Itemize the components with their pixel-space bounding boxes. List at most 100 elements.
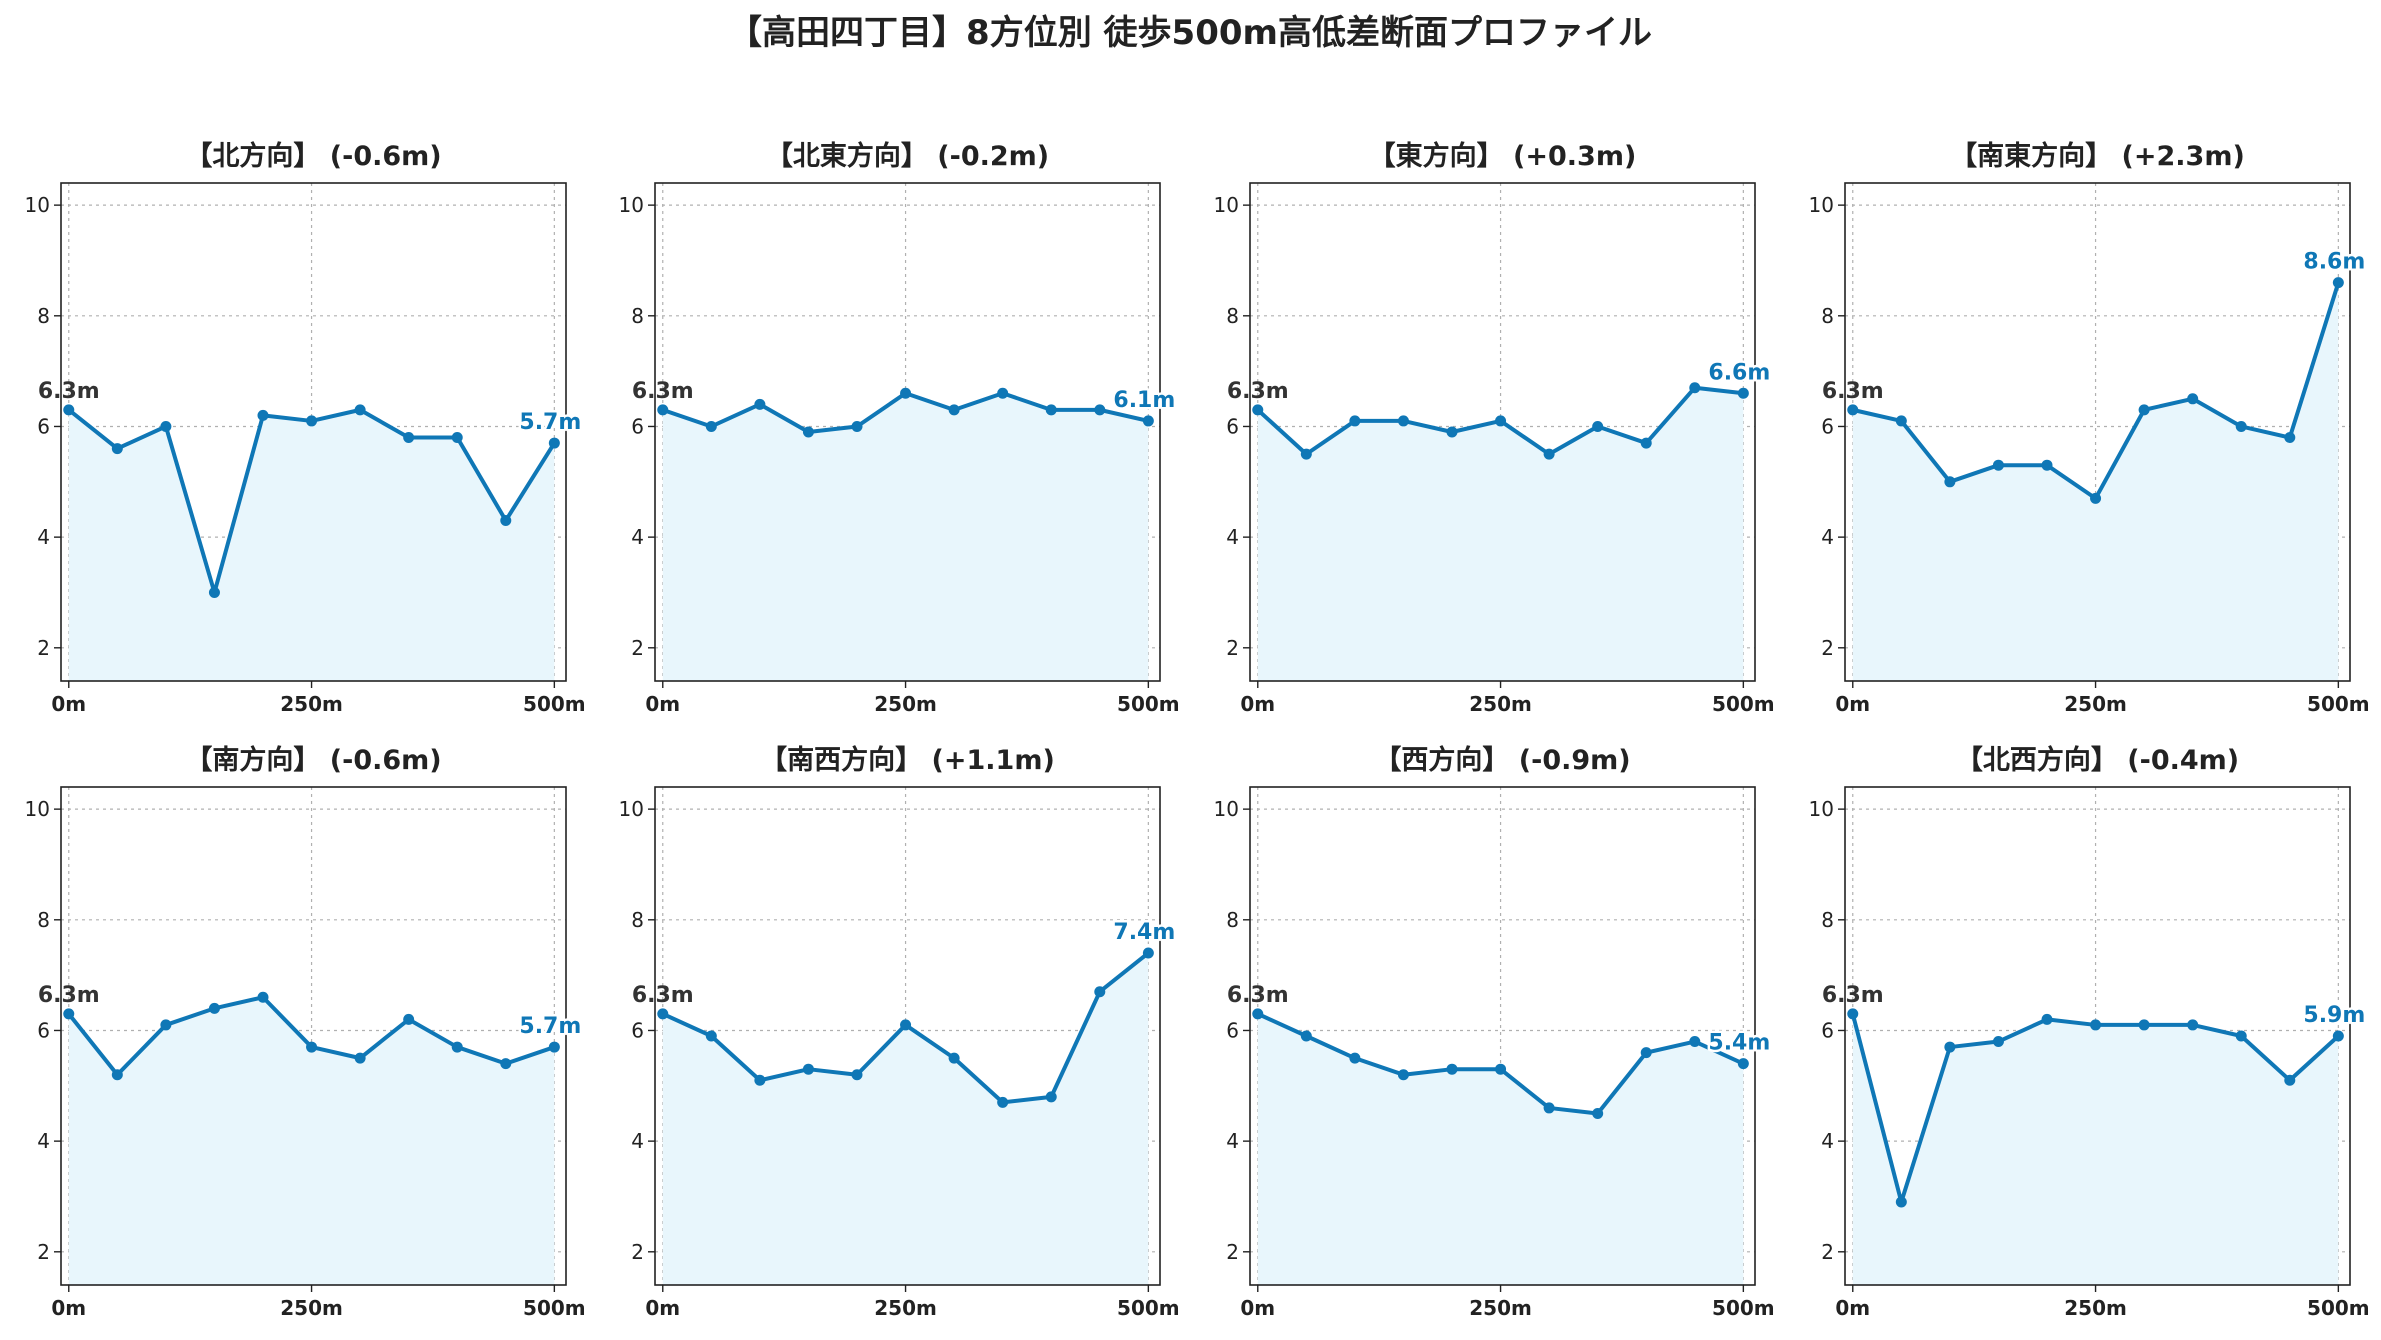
data-point [1094, 404, 1106, 416]
data-point [306, 415, 318, 427]
data-point [500, 515, 512, 527]
y-tick-label: 2 [37, 636, 50, 660]
y-tick-label: 4 [631, 1129, 644, 1153]
data-point [948, 1052, 960, 1064]
data-point [1045, 1091, 1057, 1103]
data-point [1300, 448, 1312, 460]
elevation-area [1852, 1013, 2339, 1285]
x-tick-label: 250m [874, 1296, 937, 1320]
y-tick-label: 2 [1821, 1240, 1834, 1264]
end-elevation-label: 6.1m [1113, 388, 1175, 413]
y-tick-label: 8 [1226, 908, 1239, 932]
data-point [548, 1041, 560, 1053]
y-tick-label: 4 [1226, 525, 1239, 549]
data-point [160, 1019, 172, 1031]
data-point [1252, 404, 1264, 416]
y-tick-label: 6 [1821, 1018, 1834, 1042]
start-elevation-label: 6.3m [38, 379, 100, 404]
plot-frame [654, 786, 1161, 1286]
data-point [1895, 415, 1907, 427]
figure-title: 【高田四丁目】8方位別 徒歩500m高低差断面プロファイル [728, 13, 1652, 53]
data-point [451, 432, 463, 444]
panel-title: 【南東方向】 (+2.3m) [1950, 140, 2245, 172]
y-tick-label: 2 [1226, 636, 1239, 660]
plot-frame [654, 182, 1161, 682]
x-tick-label: 0m [645, 692, 680, 716]
data-point [2090, 492, 2102, 504]
y-tick-label: 4 [37, 1129, 50, 1153]
data-point [1847, 1008, 1859, 1020]
plot-frame [60, 182, 567, 682]
y-tick-label: 4 [631, 525, 644, 549]
plot-frame [1249, 182, 1756, 682]
y-tick-label: 8 [631, 908, 644, 932]
data-point [1142, 415, 1154, 427]
data-point [657, 404, 669, 416]
x-tick-label: 500m [1117, 1296, 1180, 1320]
end-elevation-label: 5.4m [1708, 1031, 1770, 1056]
panel-title: 【東方向】 (+0.3m) [1369, 140, 1637, 172]
data-point [1397, 415, 1409, 427]
start-elevation-label: 6.3m [1227, 379, 1289, 404]
data-point [1689, 382, 1701, 394]
y-tick-label: 10 [619, 193, 644, 217]
start-elevation-label: 6.3m [1227, 983, 1289, 1008]
x-tick-label: 500m [523, 692, 586, 716]
x-tick-label: 500m [2307, 1296, 2370, 1320]
y-tick-label: 2 [1821, 636, 1834, 660]
x-tick-label: 0m [51, 1296, 86, 1320]
panels-grid: 【北方向】 (-0.6m) 2 4 6 8 10 0m 250m 500m 6.3m 5.7m 【北東… [25, 140, 2370, 1320]
data-point [2041, 1013, 2053, 1025]
data-point [160, 420, 172, 432]
data-point [451, 1041, 463, 1053]
x-tick-label: 250m [280, 1296, 343, 1320]
y-tick-label: 10 [25, 797, 50, 821]
end-elevation-label: 8.6m [2303, 250, 2365, 275]
y-tick-label: 6 [1821, 414, 1834, 438]
data-point [354, 1052, 366, 1064]
data-point [900, 1019, 912, 1031]
y-tick-label: 6 [37, 414, 50, 438]
end-elevation-label: 7.4m [1113, 920, 1175, 945]
x-tick-label: 250m [1469, 692, 1532, 716]
data-point [802, 1063, 814, 1075]
data-point [2187, 393, 2199, 405]
data-point [1094, 986, 1106, 998]
y-tick-label: 10 [1809, 797, 1834, 821]
panel-title: 【西方向】 (-0.9m) [1374, 744, 1630, 776]
x-tick-label: 500m [1712, 692, 1775, 716]
data-point [1895, 1196, 1907, 1208]
x-tick-label: 250m [2064, 692, 2127, 716]
data-point [2138, 404, 2150, 416]
data-point [2138, 1019, 2150, 1031]
y-tick-label: 4 [1821, 525, 1834, 549]
x-tick-label: 500m [523, 1296, 586, 1320]
y-tick-label: 6 [1226, 414, 1239, 438]
data-point [1252, 1008, 1264, 1020]
y-tick-label: 4 [1226, 1129, 1239, 1153]
start-elevation-label: 6.3m [1822, 379, 1884, 404]
elevation-area [662, 953, 1149, 1285]
x-tick-label: 0m [1240, 1296, 1275, 1320]
data-point [1045, 404, 1057, 416]
data-point [1349, 415, 1361, 427]
x-tick-label: 0m [1835, 692, 1870, 716]
data-point [900, 387, 912, 399]
start-elevation-label: 6.3m [632, 983, 694, 1008]
data-point [754, 398, 766, 410]
chart-panel-4: 【南東方向】 (+2.3m) 2 4 6 8 10 0m 250m 500m 6.3m 8.6m [1809, 140, 2370, 716]
y-tick-label: 8 [37, 908, 50, 932]
start-elevation-label: 6.3m [1822, 983, 1884, 1008]
data-point [705, 420, 717, 432]
end-elevation-label: 5.7m [519, 410, 581, 435]
end-elevation-label: 5.9m [2303, 1003, 2365, 1028]
x-tick-label: 250m [874, 692, 937, 716]
data-point [403, 1013, 415, 1025]
plot-frame [1249, 786, 1756, 1286]
plot-frame [1844, 182, 2351, 682]
data-point [1446, 426, 1458, 438]
y-tick-label: 8 [1821, 908, 1834, 932]
y-tick-label: 8 [37, 304, 50, 328]
elevation-area [1257, 387, 1744, 681]
elevation-area [662, 393, 1149, 681]
